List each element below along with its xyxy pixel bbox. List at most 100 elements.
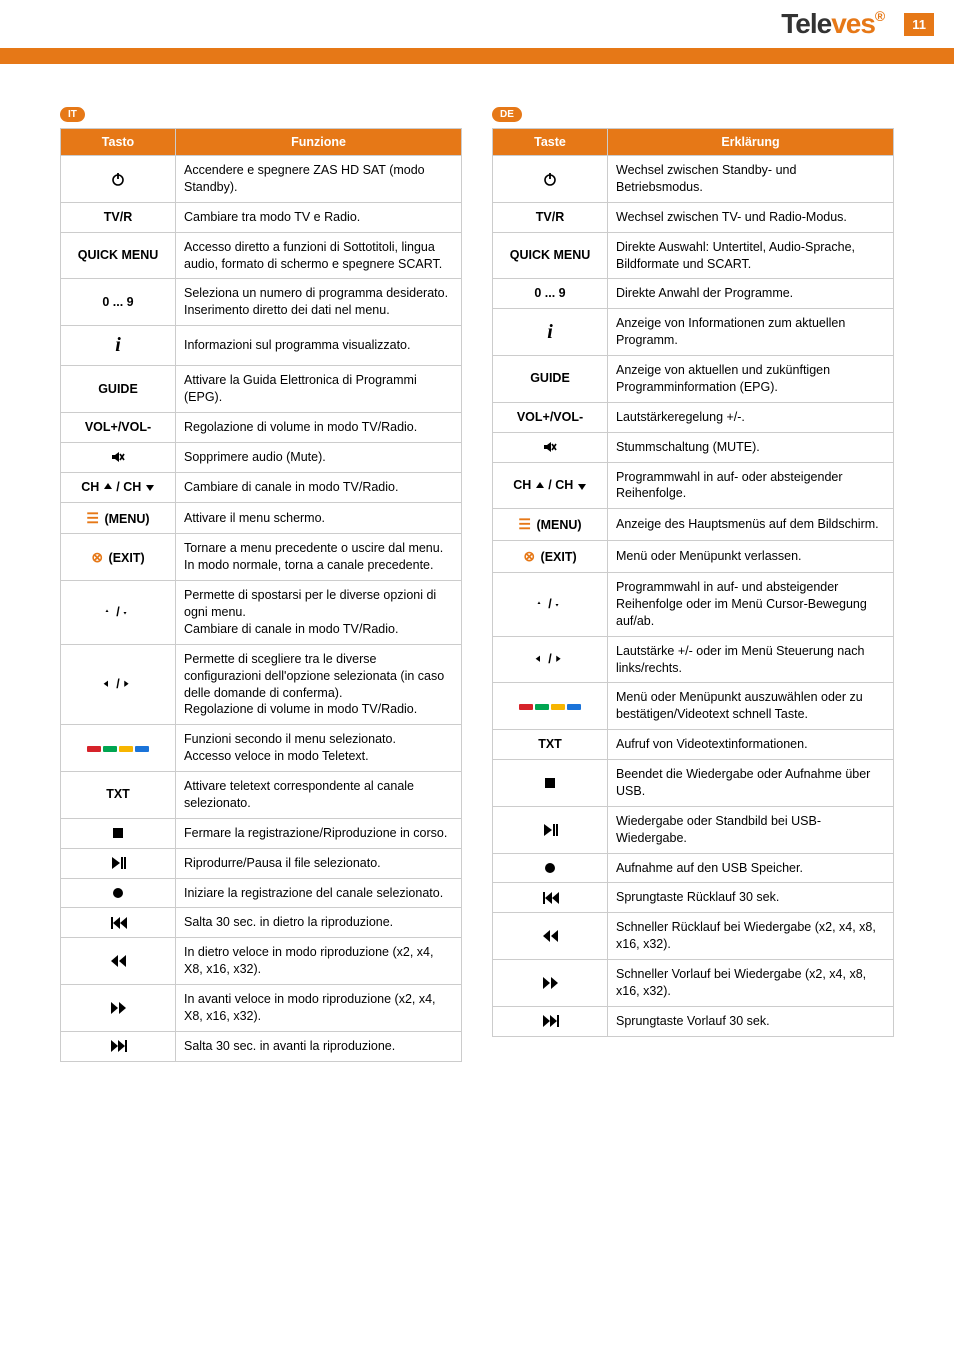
table-row: CH / CH Programmwahl in auf- oder abstei… bbox=[493, 462, 894, 509]
desc-cell: Fermare la registrazione/Riproduzione in… bbox=[176, 818, 462, 848]
page-number: 11 bbox=[904, 13, 934, 36]
key-cell bbox=[61, 442, 176, 472]
table-row: Salta 30 sec. in dietro la riproduzione. bbox=[61, 908, 462, 938]
key-cell bbox=[61, 156, 176, 203]
table-row: VOL+/VOL-Lautstärkeregelung +/-. bbox=[493, 402, 894, 432]
desc-cell: Cambiare tra modo TV e Radio. bbox=[176, 202, 462, 232]
key-cell bbox=[61, 818, 176, 848]
key-cell: i bbox=[61, 326, 176, 366]
key-cell: TXT bbox=[493, 730, 608, 760]
desc-cell: Direkte Auswahl: Untertitel, Audio-Sprac… bbox=[608, 232, 894, 279]
key-cell bbox=[61, 878, 176, 908]
desc-cell: In dietro veloce in modo riproduzione (x… bbox=[176, 938, 462, 985]
key-cell bbox=[493, 960, 608, 1007]
table-row: ☰ (MENU)Anzeige des Hauptsmenüs auf dem … bbox=[493, 509, 894, 541]
key-cell: TXT bbox=[61, 772, 176, 819]
desc-cell: Anzeige von aktuellen und zukünftigen Pr… bbox=[608, 356, 894, 403]
key-cell: TV/R bbox=[61, 202, 176, 232]
key-cell: GUIDE bbox=[493, 356, 608, 403]
col-it: IT TastoFunzione Accendere e spegnere ZA… bbox=[60, 104, 462, 1062]
table-row: In dietro veloce in modo riproduzione (x… bbox=[61, 938, 462, 985]
table-row: GUIDEAnzeige von aktuellen und zukünftig… bbox=[493, 356, 894, 403]
table-row: / Permette di spostarsi per le diverse o… bbox=[61, 581, 462, 645]
desc-cell: Cambiare di canale in modo TV/Radio. bbox=[176, 472, 462, 502]
key-cell: ☰ (MENU) bbox=[493, 509, 608, 541]
table-row: Schneller Vorlauf bei Wiedergabe (x2, x4… bbox=[493, 960, 894, 1007]
table-de: TasteErklärung Wechsel zwischen Standby-… bbox=[492, 128, 894, 1037]
desc-cell: Permette di spostarsi per le diverse opz… bbox=[176, 581, 462, 645]
key-cell bbox=[493, 432, 608, 462]
table-row: 0 ... 9Seleziona un numero di programma … bbox=[61, 279, 462, 326]
desc-cell: Lautstärkeregelung +/-. bbox=[608, 402, 894, 432]
key-cell bbox=[493, 883, 608, 913]
table-row: Funzioni secondo il menu selezionato.Acc… bbox=[61, 725, 462, 772]
key-cell bbox=[61, 985, 176, 1032]
desc-cell: Schneller Rücklauf bei Wiedergabe (x2, x… bbox=[608, 913, 894, 960]
table-row: / Programmwahl in auf- und absteigender … bbox=[493, 573, 894, 637]
desc-cell: Riprodurre/Pausa il file selezionato. bbox=[176, 848, 462, 878]
desc-cell: Permette di scegliere tra le diverse con… bbox=[176, 644, 462, 725]
desc-cell: Lautstärke +/- oder im Menü Steuerung na… bbox=[608, 636, 894, 683]
key-cell: QUICK MENU bbox=[493, 232, 608, 279]
key-cell: VOL+/VOL- bbox=[493, 402, 608, 432]
table-row: Aufnahme auf den USB Speicher. bbox=[493, 853, 894, 883]
table-row: Sprungtaste Vorlauf 30 sek. bbox=[493, 1006, 894, 1036]
table-row: TV/RWechsel zwischen TV- und Radio-Modus… bbox=[493, 202, 894, 232]
table-row: Riprodurre/Pausa il file selezionato. bbox=[61, 848, 462, 878]
table-row: TV/RCambiare tra modo TV e Radio. bbox=[61, 202, 462, 232]
desc-cell: Attivare la Guida Elettronica di Program… bbox=[176, 366, 462, 413]
desc-cell: Menü oder Menüpunkt auszuwählen oder zu … bbox=[608, 683, 894, 730]
key-cell: 0 ... 9 bbox=[61, 279, 176, 326]
desc-cell: Sprungtaste Vorlauf 30 sek. bbox=[608, 1006, 894, 1036]
logo-part1: Tele bbox=[781, 8, 831, 39]
desc-cell: In avanti veloce in modo riproduzione (x… bbox=[176, 985, 462, 1032]
key-cell bbox=[493, 156, 608, 203]
desc-cell: Iniziare la registrazione del canale sel… bbox=[176, 878, 462, 908]
content: IT TastoFunzione Accendere e spegnere ZA… bbox=[0, 64, 954, 1092]
key-cell bbox=[61, 1031, 176, 1061]
desc-cell: Attivare il menu schermo. bbox=[176, 502, 462, 534]
key-cell bbox=[61, 725, 176, 772]
key-cell bbox=[493, 806, 608, 853]
desc-cell: Anzeige von Informationen zum aktuellen … bbox=[608, 309, 894, 356]
key-cell bbox=[493, 683, 608, 730]
key-cell bbox=[493, 760, 608, 807]
desc-cell: Informazioni sul programma visualizzato. bbox=[176, 326, 462, 366]
desc-cell: Wechsel zwischen TV- und Radio-Modus. bbox=[608, 202, 894, 232]
desc-cell: Aufnahme auf den USB Speicher. bbox=[608, 853, 894, 883]
brand-logo: Televes® bbox=[781, 8, 884, 40]
table-row: Sprungtaste Rücklauf 30 sek. bbox=[493, 883, 894, 913]
key-cell bbox=[493, 853, 608, 883]
table-row: / Lautstärke +/- oder im Menü Steuerung … bbox=[493, 636, 894, 683]
key-cell: / bbox=[493, 573, 608, 637]
desc-cell: Beendet die Wiedergabe oder Aufnahme übe… bbox=[608, 760, 894, 807]
table-row: 0 ... 9Direkte Anwahl der Programme. bbox=[493, 279, 894, 309]
table-row: ⊗ (EXIT)Menü oder Menüpunkt verlassen. bbox=[493, 541, 894, 573]
desc-cell: Salta 30 sec. in avanti la riproduzione. bbox=[176, 1031, 462, 1061]
table-row: Iniziare la registrazione del canale sel… bbox=[61, 878, 462, 908]
desc-cell: Salta 30 sec. in dietro la riproduzione. bbox=[176, 908, 462, 938]
desc-cell: Tornare a menu precedente o uscire dal m… bbox=[176, 534, 462, 581]
desc-cell: Aufruf von Videotextinformationen. bbox=[608, 730, 894, 760]
orange-bar bbox=[0, 48, 954, 64]
th-key-de: Taste bbox=[493, 129, 608, 156]
desc-cell: Accendere e spegnere ZAS HD SAT (modo St… bbox=[176, 156, 462, 203]
table-row: Schneller Rücklauf bei Wiedergabe (x2, x… bbox=[493, 913, 894, 960]
desc-cell: Sopprimere audio (Mute). bbox=[176, 442, 462, 472]
desc-cell: Menü oder Menüpunkt verlassen. bbox=[608, 541, 894, 573]
table-row: TXTAttivare teletext correspondente al c… bbox=[61, 772, 462, 819]
col-de: DE TasteErklärung Wechsel zwischen Stand… bbox=[492, 104, 894, 1062]
table-row: Wiedergabe oder Standbild bei USB-Wieder… bbox=[493, 806, 894, 853]
key-cell: / bbox=[493, 636, 608, 683]
table-row: VOL+/VOL-Regolazione di volume in modo T… bbox=[61, 412, 462, 442]
key-cell bbox=[61, 938, 176, 985]
logo-part2: ves bbox=[831, 8, 875, 39]
th-desc-it: Funzione bbox=[176, 129, 462, 156]
table-row: Beendet die Wiedergabe oder Aufnahme übe… bbox=[493, 760, 894, 807]
table-row: iAnzeige von Informationen zum aktuellen… bbox=[493, 309, 894, 356]
table-row: ⊗ (EXIT)Tornare a menu precedente o usci… bbox=[61, 534, 462, 581]
key-cell: VOL+/VOL- bbox=[61, 412, 176, 442]
lang-pill-de: DE bbox=[492, 107, 522, 122]
key-cell bbox=[493, 913, 608, 960]
table-row: GUIDEAttivare la Guida Elettronica di Pr… bbox=[61, 366, 462, 413]
